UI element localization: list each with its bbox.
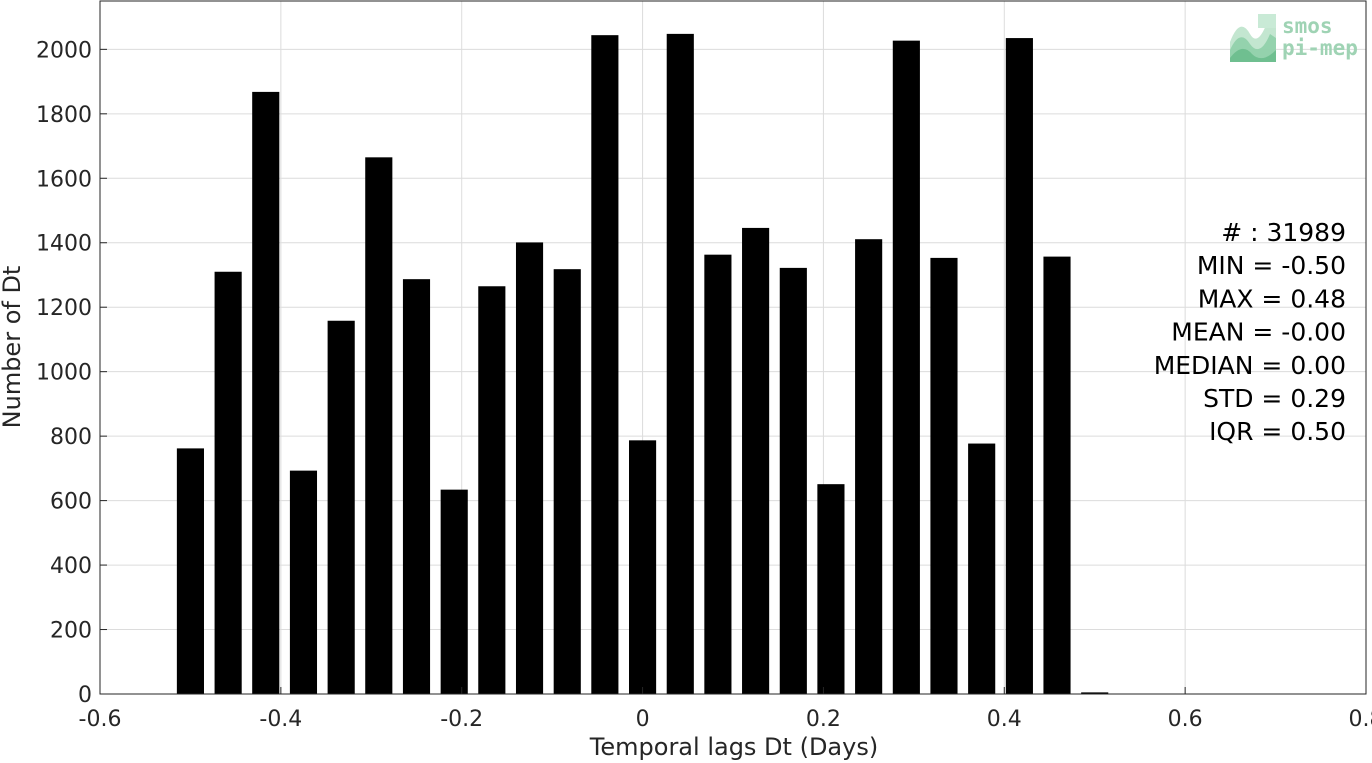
bar <box>252 91 280 694</box>
bars <box>176 33 1109 695</box>
bar <box>478 286 506 694</box>
bar <box>779 267 807 694</box>
x-tick-label: 0.8 <box>1349 707 1372 732</box>
y-tick-label: 400 <box>50 554 92 579</box>
y-axis-label: Number of Dt <box>0 266 26 429</box>
plot-frame <box>99 0 1367 695</box>
y-tick-label: 1800 <box>36 103 92 128</box>
stat-line: STD = 0.29 <box>1203 384 1346 413</box>
y-tick-label: 0 <box>78 683 92 708</box>
stat-line: # : 31989 <box>1221 218 1346 247</box>
y-tick-label: 1000 <box>36 361 92 386</box>
bar <box>817 484 845 694</box>
bar <box>402 279 431 694</box>
bar <box>1081 692 1109 694</box>
bar <box>214 271 242 694</box>
bar <box>553 269 581 694</box>
axis-ticks: -0.6 -0.4 -0.2 0 0.2 0.4 0.6 0.8 0 200 400 600 800 10… <box>36 38 1372 732</box>
bar <box>289 470 318 694</box>
logo-text-pimep: pi-mep <box>1282 36 1358 60</box>
y-tick-label: 1400 <box>36 232 92 257</box>
x-tick-label: 0 <box>636 707 650 732</box>
x-tick-label: 0.4 <box>987 707 1022 732</box>
x-tick-label: 0.2 <box>806 707 841 732</box>
x-axis-label: Temporal lags Dt (Days) <box>589 733 878 761</box>
bar <box>591 35 619 695</box>
bar <box>515 242 544 694</box>
bar <box>930 257 958 694</box>
smos-pimep-logo: smos pi-mep <box>1228 12 1364 66</box>
logo-text-smos: smos <box>1282 14 1333 38</box>
y-tick-label: 2000 <box>36 38 92 63</box>
y-tick-label: 800 <box>50 425 92 450</box>
bar <box>968 443 996 694</box>
bar <box>629 440 657 694</box>
x-tick-label: -0.2 <box>440 707 483 732</box>
stat-line: IQR = 0.50 <box>1209 417 1346 446</box>
bar <box>704 254 732 694</box>
bar <box>855 239 883 694</box>
bar <box>666 33 694 695</box>
x-tick-label: 0.6 <box>1168 707 1203 732</box>
stats-annotation: # : 31989 MIN = -0.50 MAX = 0.48 MEAN = -0.… <box>1154 218 1346 446</box>
y-tick-label: 200 <box>50 619 92 644</box>
y-tick-label: 1600 <box>36 167 92 192</box>
x-tick-label: -0.6 <box>79 707 122 732</box>
bar <box>1043 256 1071 694</box>
stat-line: MAX = 0.48 <box>1198 284 1346 313</box>
waves-logo-icon <box>1230 14 1276 62</box>
bar <box>327 320 355 694</box>
y-tick-label: 600 <box>50 490 92 515</box>
x-tick-label: -0.4 <box>259 707 302 732</box>
stat-line: MEAN = -0.00 <box>1171 318 1346 347</box>
y-tick-label: 1200 <box>36 296 92 321</box>
bar <box>176 448 204 694</box>
stat-line: MIN = -0.50 <box>1197 251 1346 280</box>
bar <box>440 489 468 694</box>
bar <box>365 157 393 695</box>
bar <box>742 227 770 694</box>
bar <box>892 40 920 694</box>
bar <box>1005 38 1033 694</box>
stat-line: MEDIAN = 0.00 <box>1154 351 1346 380</box>
